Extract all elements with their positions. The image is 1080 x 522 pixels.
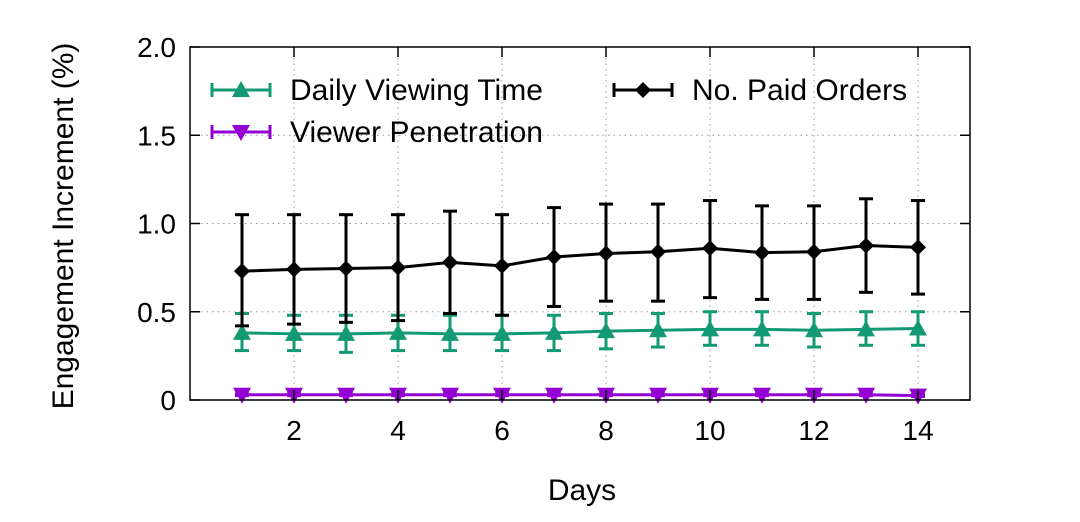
triangle-up-marker: [285, 324, 303, 341]
triangle-down-marker: [857, 387, 875, 404]
triangle-down-marker: [232, 125, 250, 141]
diamond-marker: [702, 240, 718, 257]
diamond-marker: [494, 257, 510, 274]
triangle-up-marker: [753, 320, 771, 337]
y-tick-label: 0: [160, 385, 176, 416]
x-tick-label: 10: [694, 415, 725, 446]
x-tick-label: 12: [798, 415, 829, 446]
legend-entry: No. Paid Orders: [612, 74, 907, 107]
x-tick-label: 8: [598, 415, 614, 446]
legend-label: Viewer Penetration: [290, 116, 543, 149]
x-tick-label: 2: [286, 415, 302, 446]
diamond-marker: [234, 263, 250, 280]
legend-label: No. Paid Orders: [692, 74, 907, 107]
triangle-up-marker: [232, 81, 250, 97]
series-no-paid-orders: [234, 197, 926, 328]
triangle-up-marker: [441, 324, 459, 341]
y-tick-label: 1.0: [137, 209, 176, 240]
diamond-marker: [858, 237, 874, 254]
legend-label: Daily Viewing Time: [290, 74, 543, 107]
triangle-up-marker: [857, 320, 875, 337]
diamond-marker: [338, 260, 354, 277]
y-axis-label: Engagement Increment (%): [47, 43, 80, 410]
triangle-up-marker: [597, 322, 615, 339]
triangle-up-marker: [493, 324, 511, 341]
triangle-up-marker: [389, 323, 407, 340]
triangle-down-marker: [545, 387, 563, 404]
diamond-marker: [442, 254, 458, 271]
legend: Daily Viewing Time No. Paid Orders Viewer …: [210, 74, 907, 149]
diamond-marker: [650, 243, 666, 260]
diamond-marker: [635, 82, 651, 98]
diamond-marker: [390, 259, 406, 276]
series-viewer-penetration: [233, 387, 927, 405]
triangle-up-marker: [701, 320, 719, 337]
legend-entry: Daily Viewing Time: [210, 74, 543, 107]
x-tick-label: 14: [902, 415, 933, 446]
diamond-marker: [754, 244, 770, 261]
ticks: 0 0.5 1.0 1.5 2.0 2 4 6 8 10 12 14: [137, 32, 970, 446]
diamond-marker: [806, 243, 822, 260]
triangle-down-marker: [649, 387, 667, 404]
x-tick-label: 4: [390, 415, 406, 446]
x-tick-label: 6: [494, 415, 510, 446]
triangle-down-marker: [233, 387, 251, 404]
legend-entry: Viewer Penetration: [210, 116, 543, 149]
x-axis-label: Days: [548, 474, 616, 507]
triangle-down-marker: [337, 387, 355, 404]
y-tick-label: 1.5: [137, 120, 176, 151]
triangle-up-marker: [805, 321, 823, 338]
diamond-marker: [546, 249, 562, 266]
triangle-up-marker: [233, 323, 251, 340]
diamond-marker: [910, 239, 926, 256]
diamond-marker: [598, 245, 614, 262]
triangle-up-marker: [649, 321, 667, 338]
series-line: [242, 393, 919, 398]
triangle-down-marker: [441, 387, 459, 404]
series-group: [233, 197, 927, 405]
series-line: [241, 244, 919, 273]
series-daily-viewing-time: [233, 310, 927, 354]
triangle-down-marker: [753, 387, 771, 404]
triangle-up-marker: [545, 323, 563, 340]
y-tick-label: 0.5: [137, 297, 176, 328]
triangle-up-marker: [337, 324, 355, 341]
series-line: [241, 327, 919, 336]
triangle-up-marker: [909, 319, 927, 336]
diamond-marker: [286, 261, 302, 278]
y-tick-label: 2.0: [137, 32, 176, 63]
